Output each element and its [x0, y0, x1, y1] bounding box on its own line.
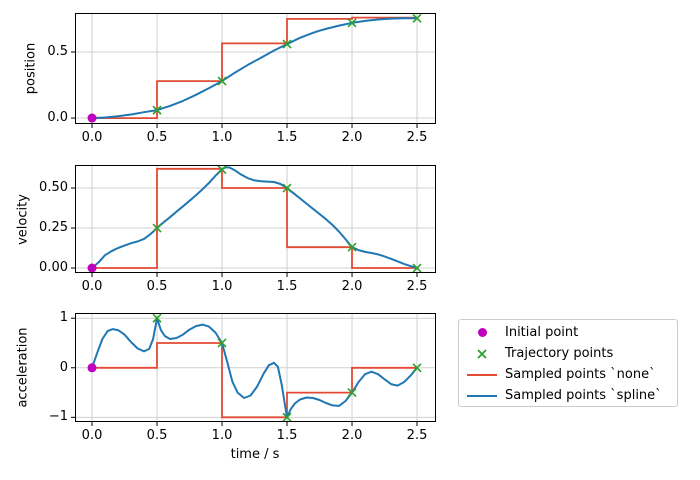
x-tick-label: 2.5: [406, 428, 428, 443]
sampled-none-step-line: [92, 16, 417, 119]
x-tick-label: 0.0: [81, 428, 103, 443]
x-tick-label: 0.5: [146, 428, 168, 443]
x-marker-icon: [477, 348, 487, 359]
x-tick-label: 0.0: [81, 279, 103, 294]
legend-item-sampled-spline: Sampled points `spline`: [459, 385, 677, 406]
legend-label: Sampled points `spline`: [505, 388, 662, 403]
legend-item-trajectory-points: Trajectory points: [459, 343, 677, 364]
legend-label: Initial point: [505, 325, 579, 340]
initial-point-dot-icon: [477, 328, 487, 337]
trajectory-x-markers: [152, 313, 422, 422]
x-tick-label: 0.5: [146, 279, 168, 294]
sampled-spline-curve: [91, 317, 418, 419]
axes-velocity: [71, 165, 436, 277]
y-tick-label: 0: [59, 359, 68, 375]
x-tick-label: 1.5: [276, 279, 298, 294]
trajectory-x-markers: [152, 13, 422, 115]
sampled-spline-curve: [91, 17, 418, 120]
y-tick-label: −1: [48, 409, 68, 425]
x-tick-label: 1.5: [276, 130, 298, 145]
x-tick-label: 2.5: [406, 279, 428, 294]
trajectory-x-markers: [152, 165, 422, 273]
x-tick-label: 0.5: [146, 130, 168, 145]
legend-label: Trajectory points: [505, 346, 614, 361]
spline-swatch-wrap: [461, 394, 503, 397]
x-tick-label: 1.0: [211, 279, 233, 294]
sampled-none-step-line: [92, 342, 417, 419]
y-tick-label: 0.50: [39, 180, 68, 196]
y-tick-label: 0.0: [47, 110, 68, 126]
initial-point-swatch-wrap: [461, 328, 503, 337]
axes-acceleration: [71, 313, 436, 426]
x-tick-label: 1.5: [276, 428, 298, 443]
x-tick-label: 2.5: [406, 130, 428, 145]
axes-spine: [75, 13, 436, 124]
axes-spine: [75, 313, 436, 422]
axes-spine: [75, 165, 436, 273]
initial-point-marker: [87, 363, 97, 373]
sampled-none-step-line: [92, 167, 417, 269]
red-line-icon: [467, 373, 497, 376]
sampled-spline-curve: [91, 166, 418, 269]
x-tick-label: 2.0: [341, 130, 363, 145]
x-tick-label: 2.0: [341, 279, 363, 294]
y-tick-label: 0.5: [47, 43, 68, 59]
legend-item-sampled-none: Sampled points `none`: [459, 364, 677, 385]
legend-label: Sampled points `none`: [505, 367, 656, 382]
y-tick-label: 0.00: [39, 260, 68, 276]
x-tick-label: 1.0: [211, 130, 233, 145]
x-tick-label: 1.0: [211, 428, 233, 443]
y-tick-label: 1: [59, 310, 68, 326]
x-tick-label: 2.0: [341, 428, 363, 443]
x-axis-label: time / s: [230, 447, 280, 462]
initial-point-marker: [87, 113, 97, 123]
trajectory-swatch-wrap: [461, 348, 503, 360]
y-tick-label: 0.25: [39, 220, 68, 236]
legend: Initial point Trajectory points Sampled …: [458, 319, 678, 407]
legend-item-initial-point: Initial point: [459, 322, 677, 343]
none-swatch-wrap: [461, 373, 503, 376]
x-tick-label: 0.0: [81, 130, 103, 145]
blue-line-icon: [467, 394, 497, 397]
axes-position: [71, 13, 436, 128]
initial-point-marker: [87, 263, 97, 273]
